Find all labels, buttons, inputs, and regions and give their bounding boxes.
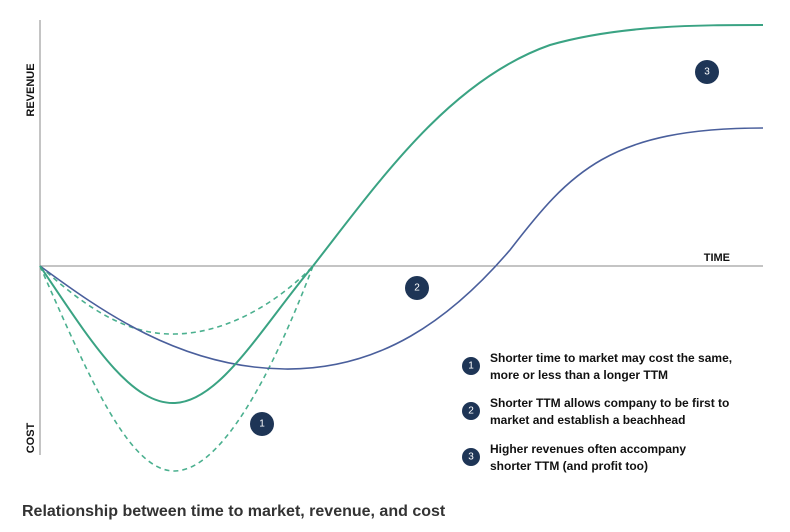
legend-text: Shorter time to market may cost the same… [490, 351, 732, 365]
legend-badge [462, 357, 480, 375]
marker: 3 [695, 60, 719, 84]
cost-label: COST [25, 422, 37, 453]
legend-number: 3 [468, 452, 474, 463]
legend-item: 3 Higher revenues often accompany shorter … [462, 442, 686, 473]
blue-curve [39, 127, 764, 370]
revenue-label: REVENUE [25, 63, 37, 116]
marker-number: 1 [259, 419, 265, 430]
marker-number: 2 [414, 283, 420, 294]
legend: 1 Shorter time to market may cost the sam… [462, 351, 732, 473]
legend-text: shorter TTM (and profit too) [490, 459, 648, 473]
legend-text: market and establish a beachhead [490, 413, 685, 427]
marker: 1 [250, 412, 274, 436]
legend-number: 2 [468, 406, 474, 417]
legend-text: more or less than a longer TTM [490, 368, 668, 382]
time-label: TIME [704, 252, 730, 264]
legend-badge [462, 448, 480, 466]
legend-text: Higher revenues often accompany [490, 442, 686, 456]
legend-text: Shorter TTM allows company to be first t… [490, 396, 729, 410]
marker-number: 3 [704, 67, 710, 78]
legend-item: 2 Shorter TTM allows company to be first … [462, 396, 729, 427]
legend-badge [462, 402, 480, 420]
legend-number: 1 [468, 361, 474, 372]
dashed-lower-curve [39, 265, 314, 472]
green-curve [39, 24, 764, 405]
legend-item: 1 Shorter time to market may cost the sam… [462, 351, 732, 382]
marker: 2 [405, 276, 429, 300]
caption: Relationship between time to market, rev… [22, 503, 446, 520]
dashed-upper-curve [39, 265, 314, 335]
